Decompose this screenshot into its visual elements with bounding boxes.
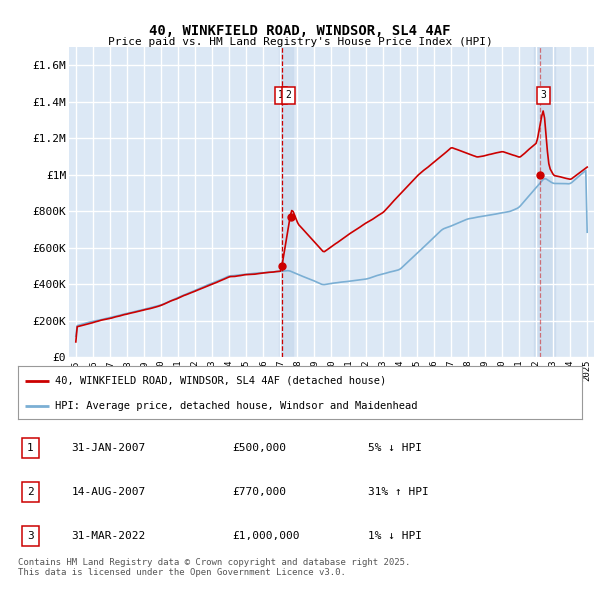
Text: 14-AUG-2007: 14-AUG-2007 <box>71 487 146 497</box>
Text: 5% ↓ HPI: 5% ↓ HPI <box>368 444 422 453</box>
Text: 2: 2 <box>285 90 291 100</box>
Text: £1,000,000: £1,000,000 <box>232 531 300 541</box>
Text: 40, WINKFIELD ROAD, WINDSOR, SL4 4AF: 40, WINKFIELD ROAD, WINDSOR, SL4 4AF <box>149 24 451 38</box>
Text: 2: 2 <box>27 487 34 497</box>
Text: 1: 1 <box>27 444 34 453</box>
Text: 31-JAN-2007: 31-JAN-2007 <box>71 444 146 453</box>
Text: HPI: Average price, detached house, Windsor and Maidenhead: HPI: Average price, detached house, Wind… <box>55 401 417 411</box>
Bar <box>535 47 555 357</box>
Bar <box>279 47 293 357</box>
Text: 40, WINKFIELD ROAD, WINDSOR, SL4 4AF (detached house): 40, WINKFIELD ROAD, WINDSOR, SL4 4AF (de… <box>55 376 386 386</box>
Text: 3: 3 <box>541 90 547 100</box>
Text: 3: 3 <box>27 531 34 541</box>
Text: 1% ↓ HPI: 1% ↓ HPI <box>368 531 422 541</box>
Text: Price paid vs. HM Land Registry's House Price Index (HPI): Price paid vs. HM Land Registry's House … <box>107 37 493 47</box>
Text: £500,000: £500,000 <box>232 444 286 453</box>
Text: 31-MAR-2022: 31-MAR-2022 <box>71 531 146 541</box>
Text: 1: 1 <box>278 90 284 100</box>
Text: 31% ↑ HPI: 31% ↑ HPI <box>368 487 428 497</box>
Text: Contains HM Land Registry data © Crown copyright and database right 2025.
This d: Contains HM Land Registry data © Crown c… <box>18 558 410 577</box>
Text: £770,000: £770,000 <box>232 487 286 497</box>
